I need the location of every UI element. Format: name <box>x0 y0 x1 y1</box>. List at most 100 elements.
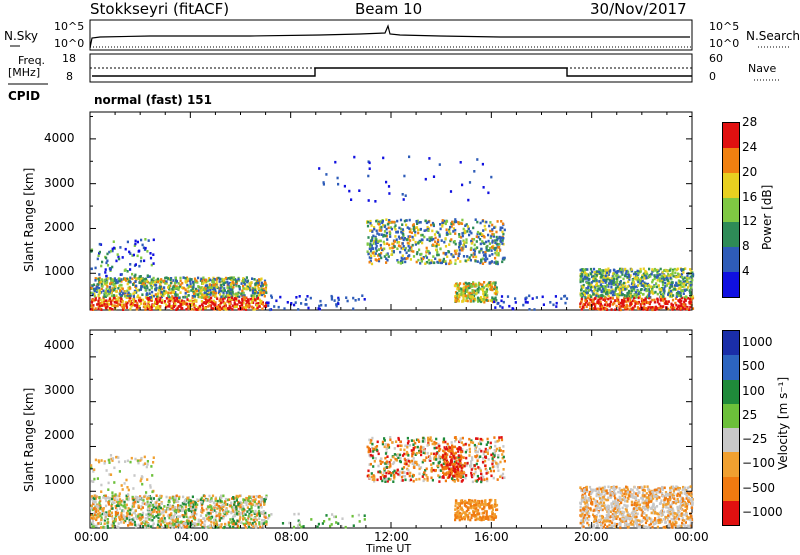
power-cell <box>161 301 163 304</box>
power-cell <box>113 289 115 292</box>
power-cell <box>175 293 177 296</box>
velocity-cell <box>167 508 169 511</box>
velocity-cell <box>225 498 227 501</box>
velocity-cell <box>219 507 221 510</box>
power-cell <box>155 289 157 292</box>
power-cell <box>416 226 418 229</box>
velocity-cell <box>182 508 184 511</box>
power-cell <box>602 272 604 275</box>
velocity-cell <box>137 462 139 465</box>
power-cell <box>178 305 180 308</box>
power-cell <box>135 263 137 266</box>
power-cell <box>625 270 627 273</box>
power-cell <box>622 278 624 281</box>
velocity-cell <box>258 523 260 526</box>
power-cell <box>254 289 256 292</box>
power-cell <box>350 198 352 201</box>
power-cell <box>129 263 131 266</box>
power-cell <box>587 294 589 297</box>
velocity-cell <box>106 522 108 525</box>
power-cell <box>219 278 221 281</box>
power-cell <box>119 293 121 296</box>
power-cell <box>648 268 650 271</box>
power-cell <box>691 275 693 278</box>
power-cell <box>180 303 182 306</box>
velocity-cell <box>245 497 247 500</box>
velocity-cell <box>192 501 194 504</box>
power-cell <box>293 304 295 307</box>
power-cell <box>667 293 669 296</box>
velocity-cell <box>124 460 126 463</box>
power-cell <box>466 283 468 286</box>
power-cell <box>185 277 187 280</box>
power-cell <box>400 219 402 222</box>
power-cell <box>406 252 408 255</box>
power-cell <box>127 270 129 273</box>
power-cell <box>441 262 443 265</box>
power-cell <box>447 250 449 253</box>
power-cell <box>682 290 684 293</box>
power-cell <box>482 262 484 265</box>
velocity-cell <box>90 464 92 467</box>
velocity-cell <box>204 520 206 523</box>
power-cell <box>211 286 213 289</box>
power-cell <box>318 305 320 308</box>
power-cell <box>390 253 392 256</box>
velocity-cell <box>470 472 472 475</box>
power-cell <box>463 283 465 286</box>
power-cell <box>464 232 466 235</box>
power-cell <box>434 257 436 260</box>
power-cell <box>623 282 625 285</box>
power-cell <box>156 300 158 303</box>
power-cell <box>563 295 565 298</box>
velocity-cell <box>115 518 117 521</box>
power-cell <box>590 295 592 298</box>
velocity-cell <box>126 504 128 507</box>
power-cell <box>465 241 467 244</box>
power-cell <box>174 299 176 302</box>
power-cell <box>587 286 589 289</box>
power-cell <box>157 292 159 295</box>
power-cell <box>235 298 237 301</box>
power-cell <box>420 221 422 224</box>
velocity-cell <box>165 511 167 514</box>
power-cell <box>605 269 607 272</box>
velocity-cell <box>222 517 224 520</box>
power-cell <box>412 250 414 253</box>
velocity-cell <box>114 497 116 500</box>
power-cell <box>141 293 143 296</box>
velocity-cell <box>145 503 147 506</box>
velocity-cell <box>94 514 96 517</box>
power-cell <box>632 307 634 310</box>
power-cell <box>543 303 545 306</box>
velocity-cell <box>176 495 178 498</box>
power-cell <box>409 247 411 250</box>
power-cell <box>488 225 490 228</box>
power-cell <box>241 292 243 295</box>
power-cell <box>384 226 386 229</box>
velocity-cell <box>121 484 123 487</box>
velocity-cell <box>207 512 209 515</box>
power-cell <box>200 290 202 293</box>
power-cell <box>500 226 502 229</box>
velocity-cell <box>134 501 136 504</box>
power-cell <box>462 296 464 299</box>
power-cell <box>663 289 665 292</box>
velocity-cell <box>200 514 202 517</box>
power-cell <box>150 296 152 299</box>
power-cell <box>617 296 619 299</box>
power-cell <box>200 286 202 289</box>
power-cell <box>431 230 433 233</box>
power-cell <box>224 289 226 292</box>
power-cell <box>118 258 120 261</box>
power-cell <box>176 280 178 283</box>
power-cell <box>266 301 268 304</box>
velocity-cell <box>254 511 256 514</box>
power-cell <box>673 288 675 291</box>
velocity-cell <box>166 525 168 528</box>
power-cell <box>501 295 503 298</box>
velocity-cell <box>263 522 265 525</box>
power-cell <box>595 294 597 297</box>
power-cell <box>445 263 447 266</box>
